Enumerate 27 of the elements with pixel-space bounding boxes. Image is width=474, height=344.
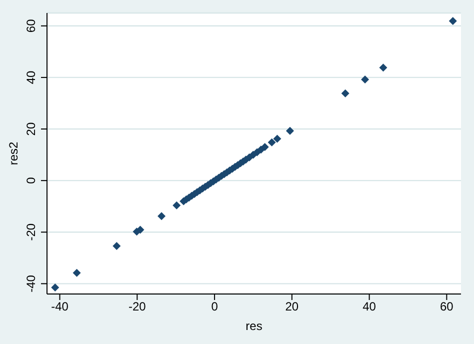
x-tick-label: 40 bbox=[362, 300, 376, 314]
x-tick-label: -20 bbox=[128, 300, 146, 314]
point bbox=[448, 16, 457, 25]
x-tick-label: 60 bbox=[440, 300, 454, 314]
x-tick-label: 20 bbox=[285, 300, 299, 314]
point bbox=[361, 76, 370, 84]
point bbox=[273, 134, 282, 143]
point bbox=[341, 89, 350, 98]
point bbox=[172, 201, 181, 210]
point bbox=[260, 143, 269, 152]
y-tick-label: 40 bbox=[24, 70, 38, 84]
point bbox=[286, 126, 294, 135]
point bbox=[112, 242, 121, 250]
point bbox=[51, 284, 60, 292]
y-tick-label: 60 bbox=[24, 18, 38, 33]
point bbox=[158, 212, 166, 220]
y-tick-label: -40 bbox=[24, 274, 38, 292]
y-tick-label: 20 bbox=[24, 122, 38, 136]
point bbox=[72, 268, 81, 277]
point bbox=[379, 64, 388, 72]
x-axis-title: res bbox=[246, 319, 262, 333]
x-tick-label: 0 bbox=[211, 300, 218, 314]
y-axis-title: res2 bbox=[6, 142, 20, 166]
point bbox=[268, 138, 276, 146]
y-tick-label: 0 bbox=[24, 176, 38, 184]
y-tick-label: -20 bbox=[24, 223, 38, 241]
x-tick-label: -40 bbox=[51, 300, 69, 314]
